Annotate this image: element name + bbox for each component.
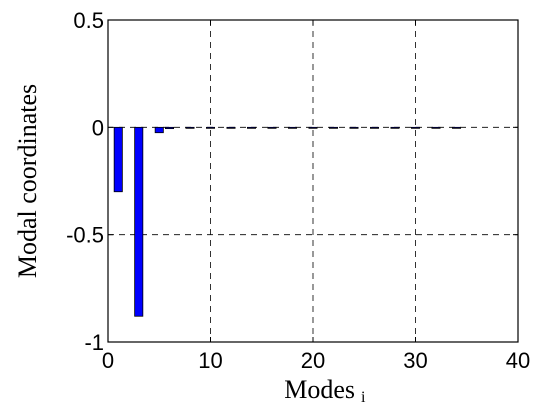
x-tick-label: 30: [403, 348, 427, 373]
y-axis-label: Modal coordinates: [13, 84, 42, 278]
bar: [113, 126, 123, 193]
bar: [267, 126, 277, 129]
bar: [226, 126, 236, 129]
x-axis-label-subscript: i: [361, 389, 366, 406]
bar: [205, 126, 215, 129]
y-tick-label: 0.5: [73, 8, 104, 33]
y-tick-label: -0.5: [66, 223, 104, 248]
bar: [154, 126, 164, 134]
bar: [308, 126, 318, 129]
bar: [164, 126, 174, 130]
x-tick-label: 20: [301, 348, 325, 373]
bar: [328, 126, 338, 129]
x-tick-label: 40: [506, 348, 530, 373]
axis-ticks: 0 10 20 30 40 0.5 0 -0.5 -1: [66, 8, 530, 373]
bar: [185, 126, 195, 129]
bar: [431, 126, 441, 129]
bars: [113, 126, 461, 317]
bar: [287, 126, 297, 129]
y-tick-label: -1: [84, 330, 104, 355]
grid-lines: [108, 20, 518, 342]
bar: [390, 126, 400, 129]
bar: [246, 126, 256, 129]
y-tick-label: 0: [92, 115, 104, 140]
bar: [410, 126, 420, 129]
x-axis-label: Modes: [284, 375, 355, 404]
x-tick-label: 0: [102, 348, 114, 373]
bar: [369, 126, 379, 129]
x-tick-label: 10: [198, 348, 222, 373]
bar: [134, 126, 144, 317]
bar: [349, 126, 359, 129]
bar: [451, 126, 461, 129]
